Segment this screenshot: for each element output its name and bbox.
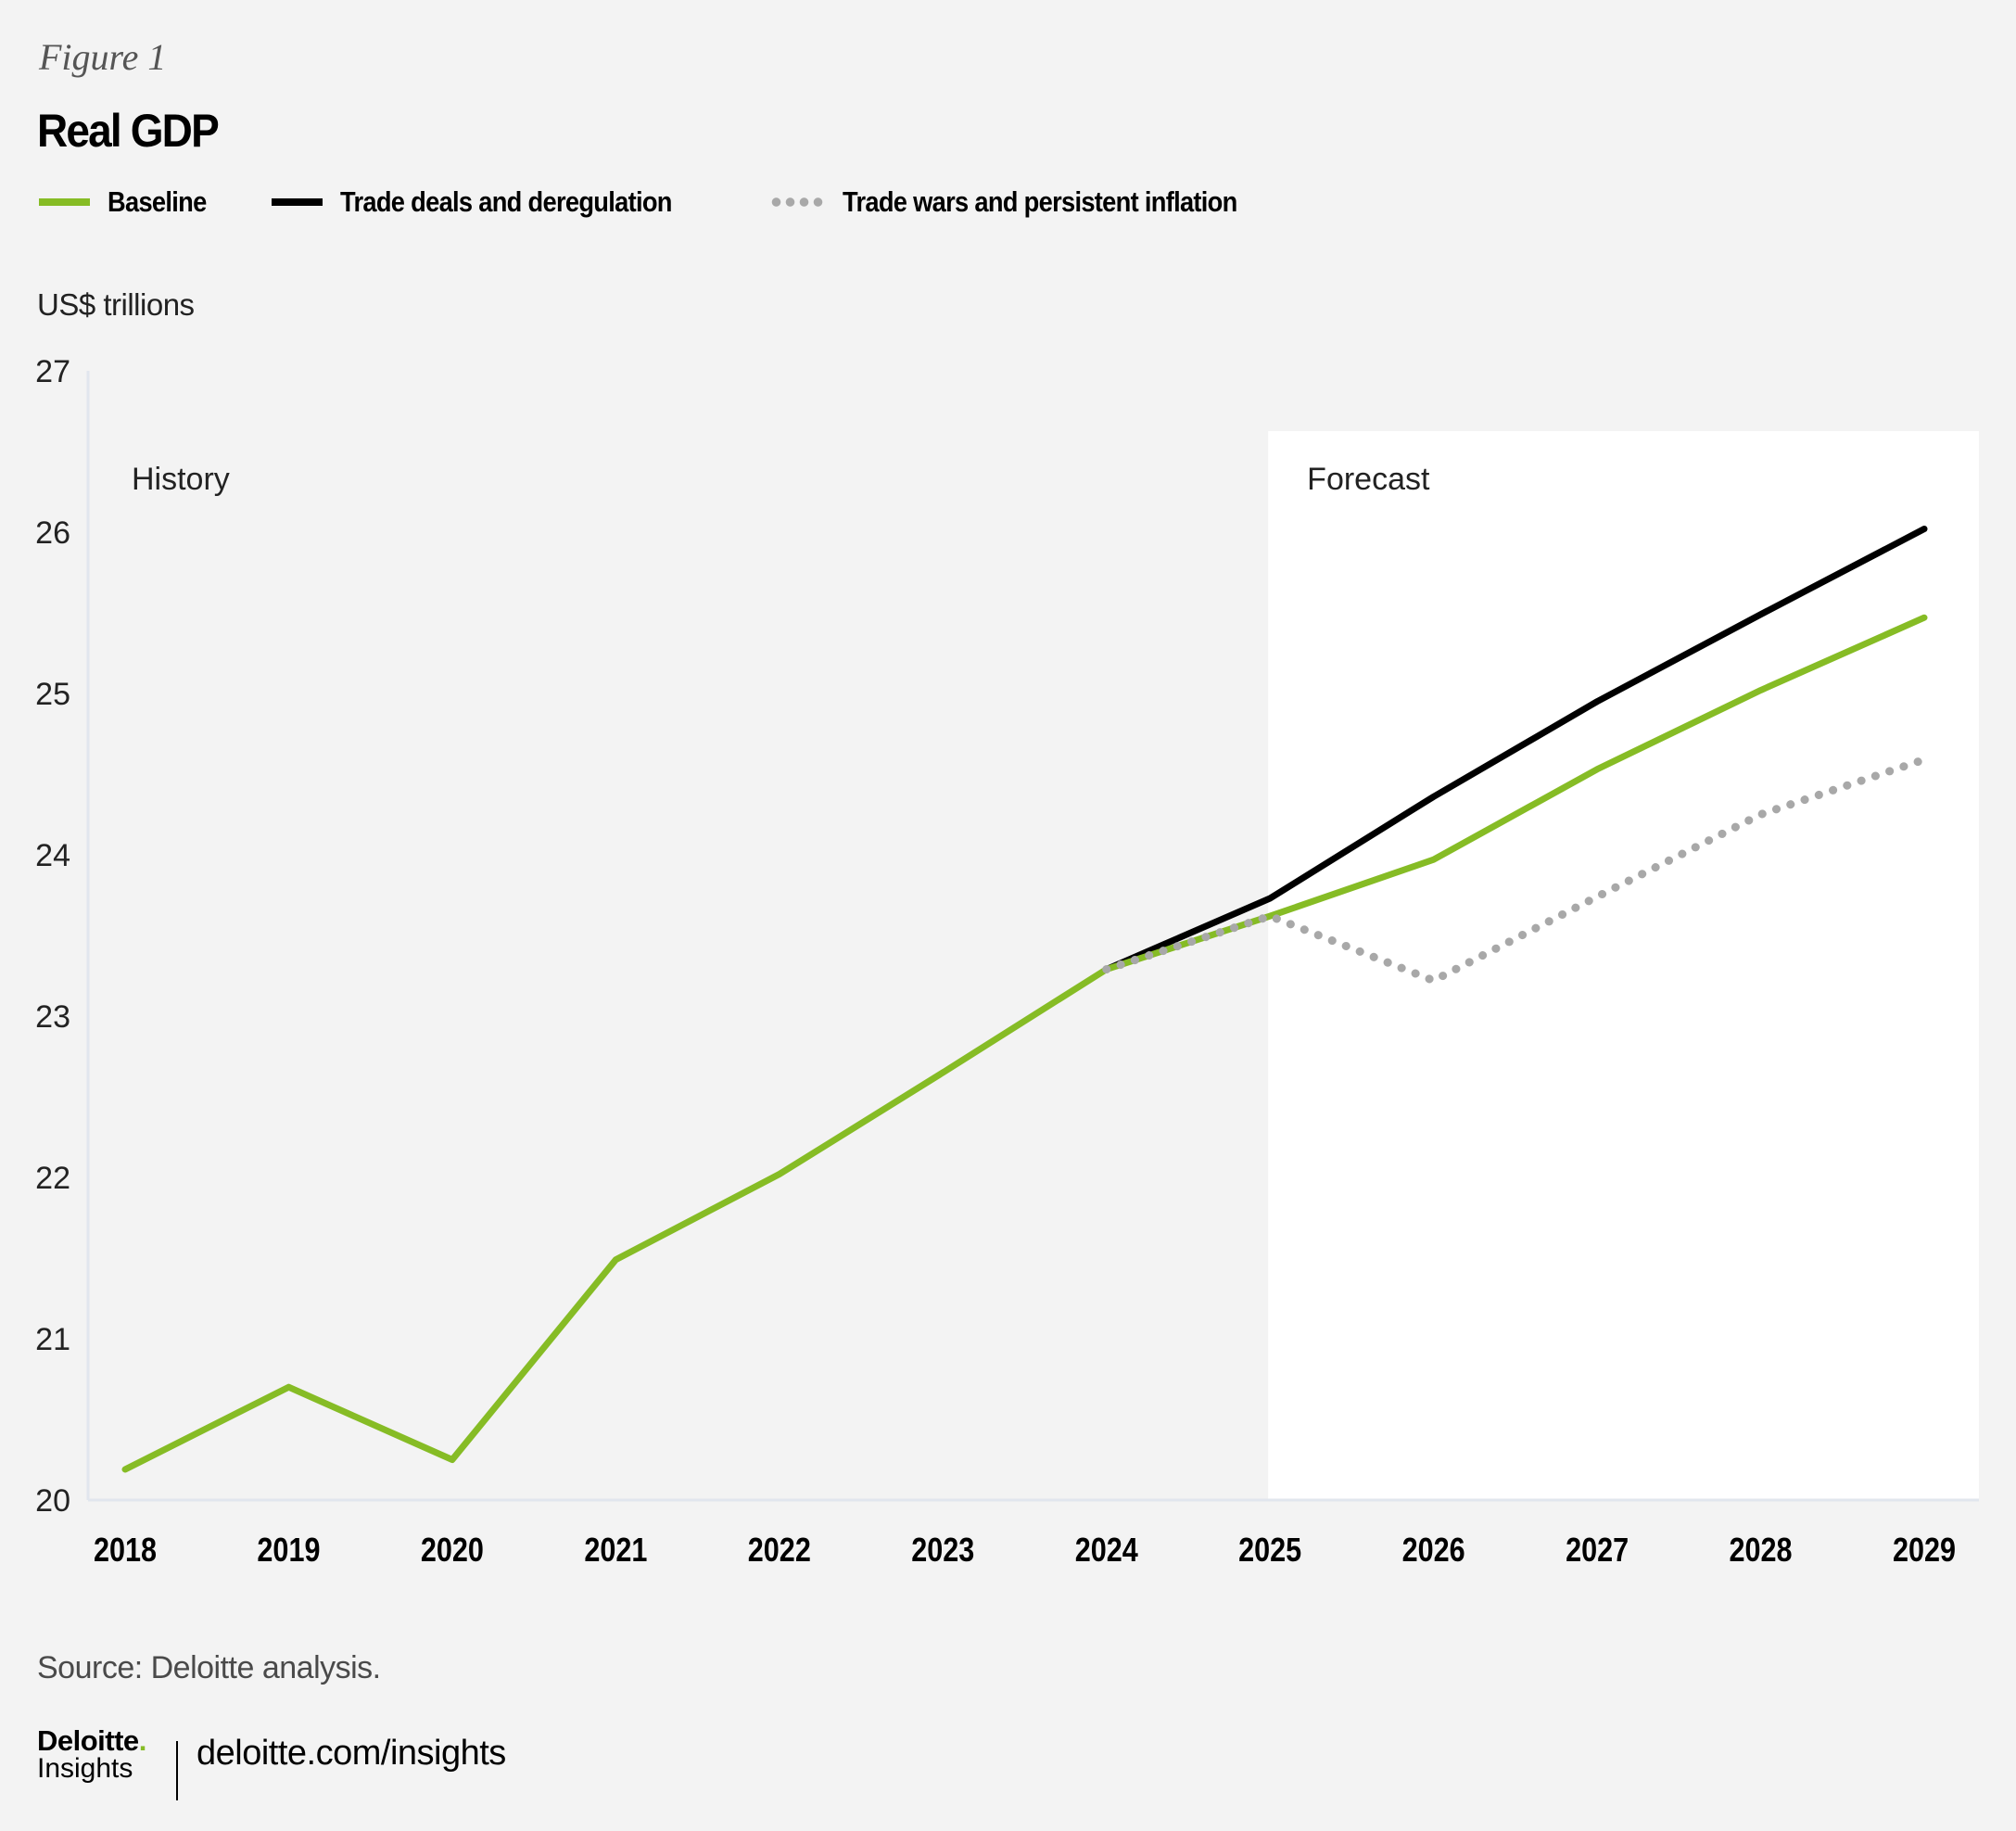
x-tick-label: 2029 <box>1893 1532 1956 1570</box>
y-tick-label: 24 <box>35 838 70 873</box>
x-tick-labels: 2018 2019 2020 2021 2022 2023 2024 2025 2026 2027… <box>94 1532 1956 1570</box>
figure-label: Figure 1 <box>39 36 167 78</box>
source-note: Source: Deloitte analysis. <box>37 1650 381 1685</box>
x-tick-label: 2027 <box>1566 1532 1629 1570</box>
y-tick-label: 27 <box>35 354 70 389</box>
y-tick-label: 26 <box>35 515 70 551</box>
legend-label: Baseline <box>108 185 207 218</box>
legend-label: Trade deals and deregulation <box>340 185 672 218</box>
footer-divider <box>176 1741 178 1800</box>
legend-item-baseline: Baseline <box>39 185 220 219</box>
logo-sub: Insights <box>37 1753 133 1784</box>
x-tick-label: 2024 <box>1075 1532 1138 1570</box>
x-tick-label: 2021 <box>584 1532 647 1570</box>
y-tick-label: 23 <box>35 999 70 1035</box>
x-tick-label: 2022 <box>748 1532 811 1570</box>
history-annotation: History <box>132 462 230 497</box>
y-tick-label: 21 <box>35 1322 70 1357</box>
legend-item-trade-wars: Trade wars and persistent inflation <box>768 185 1291 219</box>
y-tick-label: 20 <box>35 1483 70 1519</box>
legend-swatch-trade-wars <box>768 197 825 207</box>
series-line-trade-deals <box>1103 526 1928 973</box>
logo-dot: . <box>138 1724 147 1757</box>
series-layer <box>121 526 1929 1473</box>
x-tick-label: 2020 <box>421 1532 484 1570</box>
forecast-panel <box>1268 431 1979 1500</box>
x-tick-label: 2028 <box>1730 1532 1793 1570</box>
legend: Baseline Trade deals and deregulation Tr… <box>39 185 1342 219</box>
legend-swatch-trade-deals <box>272 198 323 206</box>
x-tick-label: 2026 <box>1402 1532 1465 1570</box>
chart-title: Real GDP <box>37 105 220 157</box>
footer-url-link[interactable]: deloitte.com/insights <box>197 1734 506 1773</box>
y-axis-unit-label: US$ trillions <box>37 287 195 322</box>
x-tick-label: 2023 <box>911 1532 974 1570</box>
x-tick-label: 2018 <box>94 1532 157 1570</box>
y-tick-labels: 20 21 22 23 24 25 26 27 <box>35 354 70 1519</box>
legend-label: Trade wars and persistent inflation <box>842 185 1237 218</box>
deloitte-insights-logo: Deloitte. Insights <box>37 1726 146 1783</box>
y-tick-label: 25 <box>35 677 70 712</box>
x-tick-label: 2019 <box>257 1532 320 1570</box>
x-tick-label: 2025 <box>1238 1532 1301 1570</box>
logo-brand-text: Deloitte <box>37 1724 139 1757</box>
legend-item-trade-deals: Trade deals and deregulation <box>272 185 717 219</box>
series-line-baseline <box>121 614 1928 1473</box>
legend-swatch-baseline <box>39 198 90 206</box>
y-tick-label: 22 <box>35 1161 70 1196</box>
logo-brand: Deloitte. <box>37 1726 146 1755</box>
series-line-trade-wars <box>1102 755 1929 985</box>
forecast-annotation: Forecast <box>1307 462 1430 497</box>
